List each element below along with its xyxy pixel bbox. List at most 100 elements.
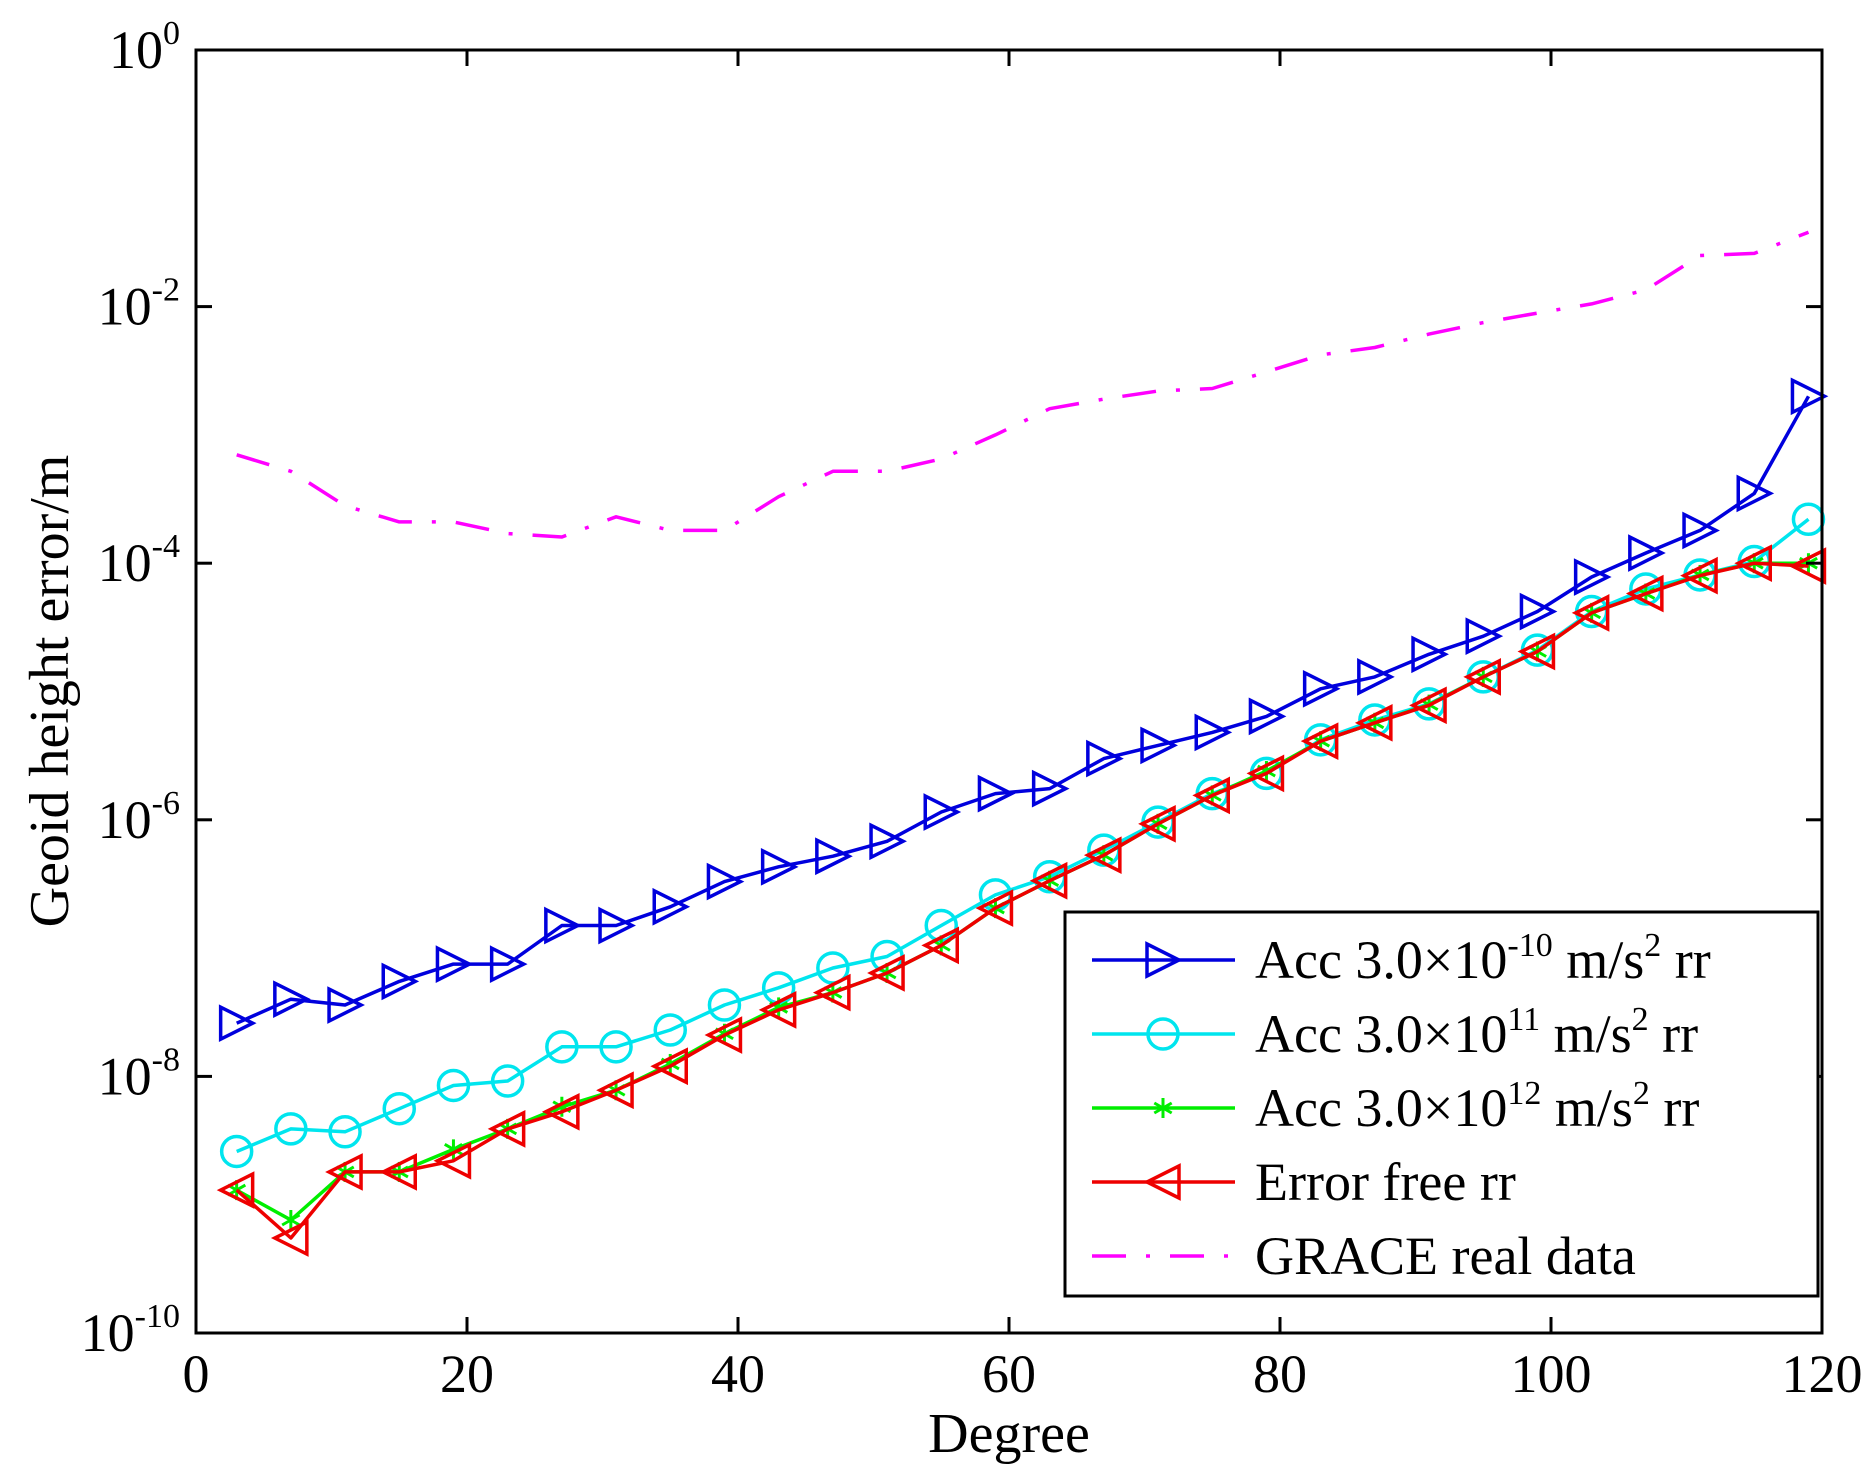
series-marker xyxy=(977,774,1016,813)
series-marker xyxy=(1571,594,1610,632)
series-marker xyxy=(433,1141,472,1180)
series-marker xyxy=(1628,534,1666,572)
x-tick-label: 120 xyxy=(1782,1344,1863,1404)
legend-label: Acc 3.0×1012 m/s2 rr xyxy=(1255,1075,1699,1138)
y-tick-labels: 100 10-2 10-4 10-6 10-8 10-10 xyxy=(81,15,180,1363)
series-marker xyxy=(1411,635,1449,674)
series-marker xyxy=(1680,556,1718,595)
legend-item-1: Acc 3.0×1011 m/s2 rr xyxy=(1092,1001,1698,1064)
series-marker xyxy=(490,1064,525,1098)
series-marker xyxy=(652,887,691,926)
series-marker xyxy=(273,980,311,1018)
series-marker xyxy=(921,926,959,965)
legend-label: Acc 3.0×10-10 m/s2 rr xyxy=(1255,927,1711,990)
legend-label: Error free rr xyxy=(1255,1152,1516,1212)
series-marker xyxy=(382,1091,416,1126)
x-tick-label: 40 xyxy=(711,1344,765,1404)
series-marker xyxy=(1143,1163,1181,1201)
series-marker xyxy=(1465,617,1504,655)
series-marker xyxy=(1194,713,1233,752)
series-marker xyxy=(325,1153,363,1191)
series-marker xyxy=(544,906,582,945)
series-marker xyxy=(867,954,905,992)
series-line xyxy=(235,395,1811,1025)
x-tick-label: 60 xyxy=(982,1344,1036,1404)
series-marker xyxy=(270,1219,309,1257)
series-marker xyxy=(1083,836,1122,875)
y-axis-title: Geoid height error/m xyxy=(19,455,81,928)
series-marker xyxy=(1463,658,1501,696)
series-marker xyxy=(812,973,851,1012)
series-marker xyxy=(1138,805,1176,843)
series-marker xyxy=(923,793,962,831)
legend-box xyxy=(1063,910,1820,1298)
series-marker xyxy=(1519,592,1558,631)
series-layer xyxy=(216,230,1829,1257)
series-marker xyxy=(541,1092,580,1131)
series-marker xyxy=(1145,941,1183,979)
series-marker xyxy=(1573,558,1612,596)
series-marker xyxy=(1246,754,1285,793)
x-tick-label: 20 xyxy=(440,1344,494,1404)
series-marker xyxy=(1086,739,1124,778)
series-marker xyxy=(545,1030,579,1064)
series-marker xyxy=(1788,547,1827,585)
x-tick-label: 0 xyxy=(183,1344,210,1404)
legend-item-2: Acc 3.0×1012 m/s2 rr xyxy=(1092,1075,1699,1138)
series-marker xyxy=(1734,544,1772,583)
legend: Acc 3.0×10-10 m/s2 rr Acc 3.0×1011 m/s2 r… xyxy=(1063,910,1820,1298)
y-tick-label: 10-10 xyxy=(81,1298,180,1363)
series-marker xyxy=(281,1209,301,1230)
series-marker xyxy=(444,1139,463,1160)
series-marker xyxy=(704,1016,743,1054)
series-marker xyxy=(487,1110,526,1148)
y-tick-label: 100 xyxy=(109,15,180,80)
legend-label: GRACE real data xyxy=(1255,1226,1636,1286)
series-marker xyxy=(379,1153,417,1191)
series-3 xyxy=(216,544,1827,1257)
series-marker xyxy=(975,889,1014,927)
x-axis-title: Degree xyxy=(928,1403,1090,1465)
series-marker xyxy=(650,1047,688,1086)
series-marker xyxy=(758,991,797,1029)
series-marker xyxy=(598,906,636,945)
ticks-layer xyxy=(194,48,1824,1335)
series-marker xyxy=(219,1134,254,1169)
legend-item-0: Acc 3.0×10-10 m/s2 rr xyxy=(1092,927,1711,990)
y-tick-label: 10-8 xyxy=(98,1041,180,1106)
series-marker xyxy=(815,837,853,876)
series-marker xyxy=(1790,377,1829,416)
series-marker xyxy=(1146,1017,1180,1051)
y-tick-label: 10-2 xyxy=(98,272,180,337)
series-marker xyxy=(327,986,365,1024)
series-marker xyxy=(1192,776,1230,815)
series-marker xyxy=(1354,703,1393,742)
series-marker xyxy=(1153,1098,1173,1118)
legend-label: Acc 3.0×1011 m/s2 rr xyxy=(1255,1001,1698,1064)
series-marker xyxy=(1682,511,1720,550)
series-marker xyxy=(653,1013,687,1047)
series-marker xyxy=(599,1030,633,1064)
series-marker xyxy=(435,945,474,983)
series-marker xyxy=(1625,574,1664,613)
x-tick-label: 100 xyxy=(1511,1344,1592,1404)
series-marker xyxy=(274,1112,308,1146)
series-marker xyxy=(869,822,907,861)
legend-item-3: Error free rr xyxy=(1092,1152,1516,1212)
series-marker xyxy=(381,962,420,1001)
series-marker xyxy=(489,945,528,983)
series-marker xyxy=(216,1171,255,1209)
series-0 xyxy=(218,377,1829,1042)
series-marker xyxy=(1029,861,1068,900)
series-marker xyxy=(436,1068,471,1103)
series-marker xyxy=(707,988,742,1022)
series-marker xyxy=(1357,658,1395,696)
x-tick-label: 80 xyxy=(1253,1344,1307,1404)
series-marker xyxy=(706,862,745,901)
legend-item-4: GRACE real data xyxy=(1092,1226,1636,1286)
series-marker xyxy=(328,1115,362,1149)
series-marker xyxy=(1031,769,1070,808)
series-marker xyxy=(218,1004,257,1042)
series-marker xyxy=(1409,686,1447,725)
